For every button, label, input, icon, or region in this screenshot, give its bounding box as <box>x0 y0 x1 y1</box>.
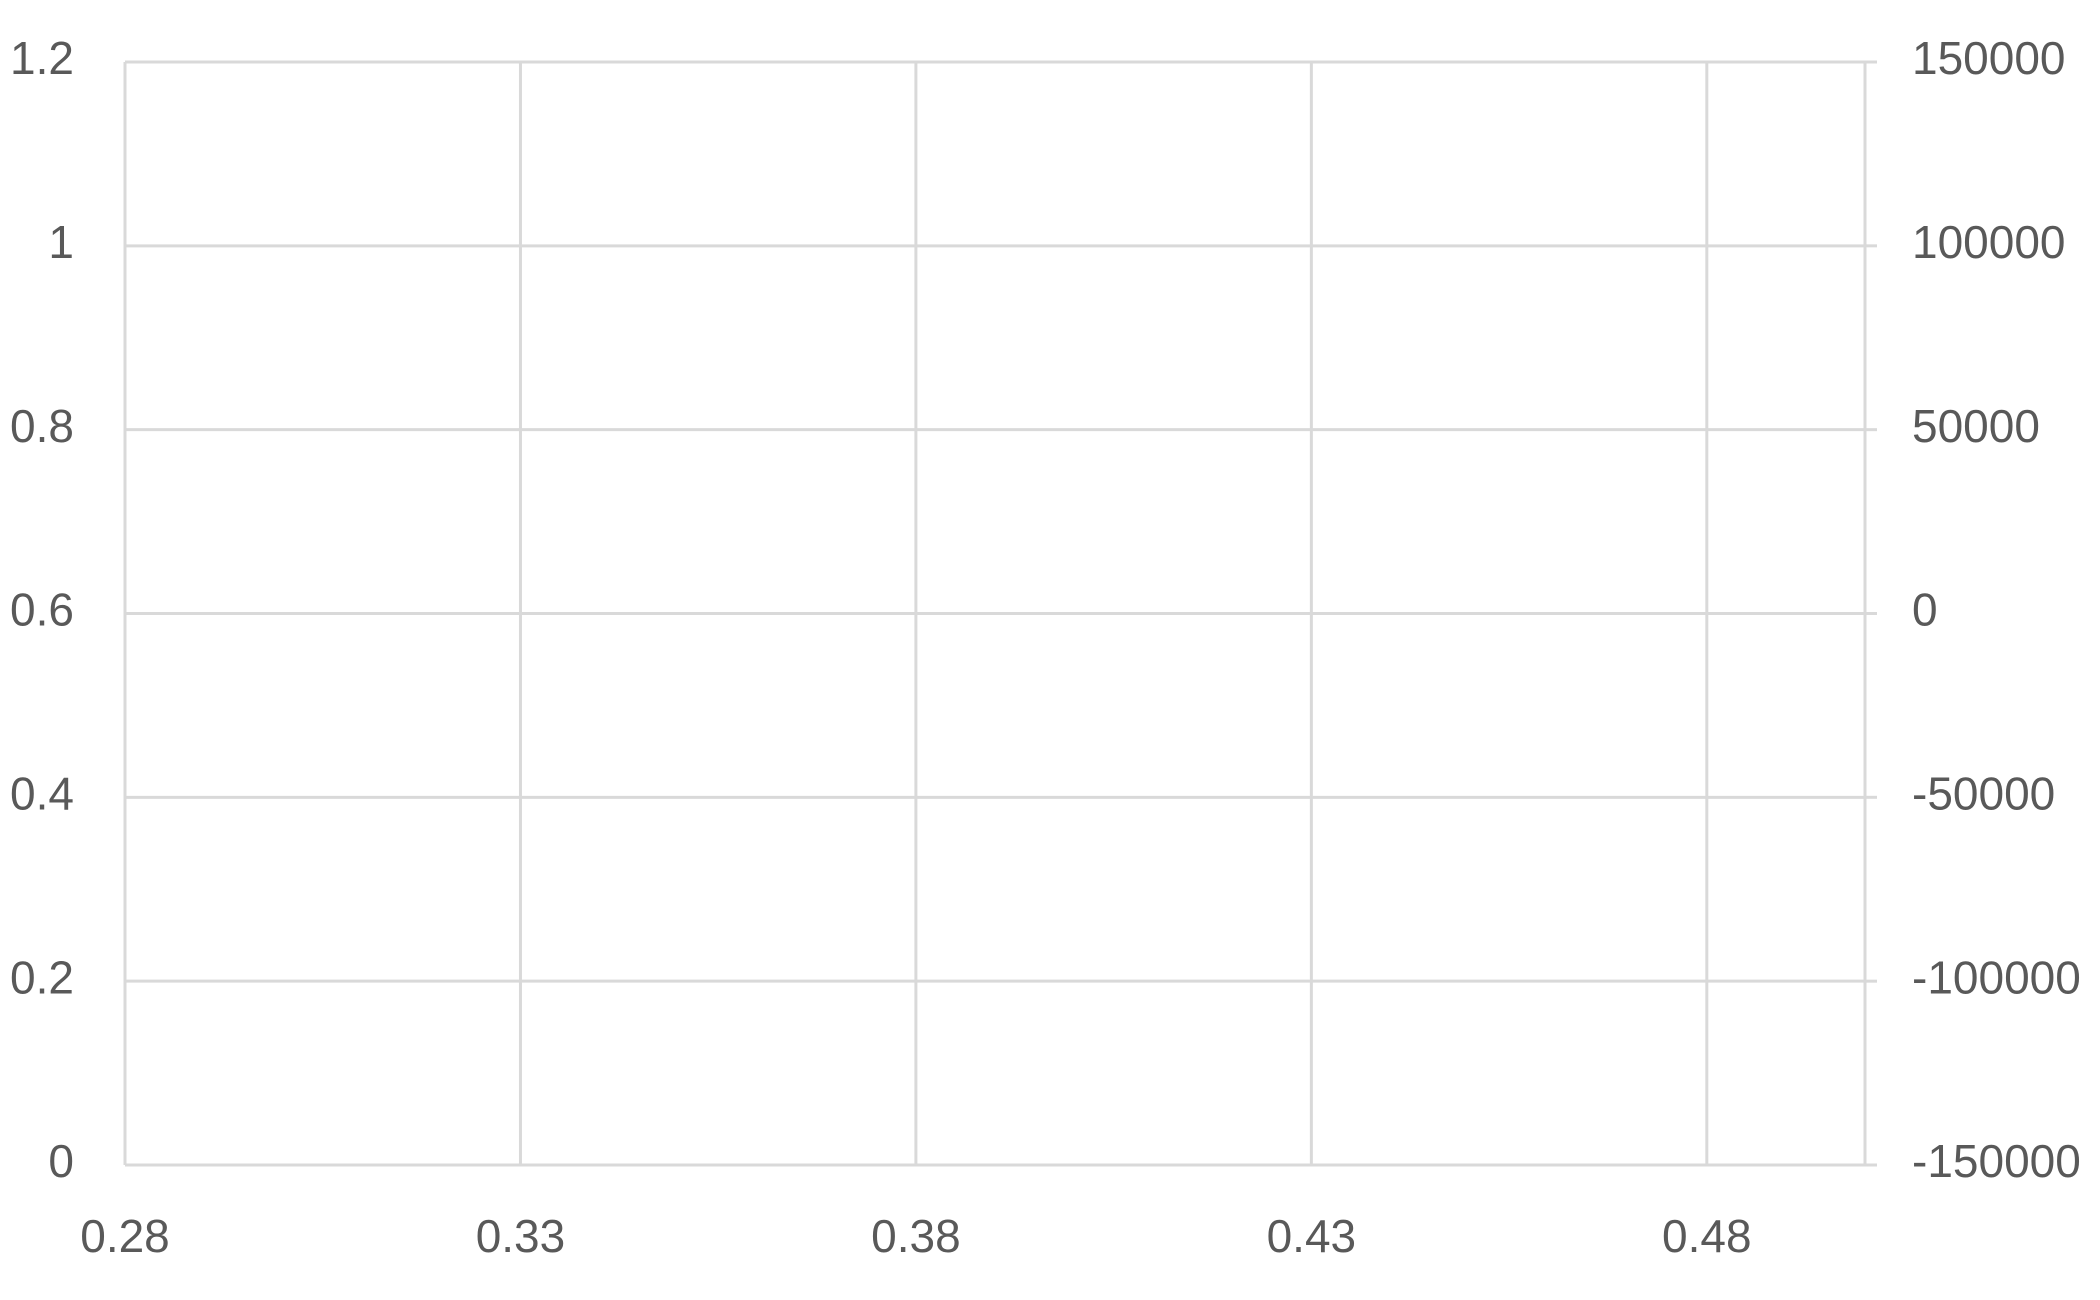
x-tick-label: 0.28 <box>80 1210 170 1262</box>
y2-tick-label: 50000 <box>1912 400 2040 452</box>
y2-tick-label: -150000 <box>1912 1135 2081 1187</box>
y-tick-label: 0.8 <box>10 400 74 452</box>
y2-tick-label: 0 <box>1912 584 1938 636</box>
y-tick-label: 1.2 <box>10 32 74 84</box>
y-tick-label: 0.2 <box>10 951 74 1003</box>
x-tick-label: 0.33 <box>476 1210 566 1262</box>
y-tick-label: 1 <box>48 216 74 268</box>
x-tick-label: 0.48 <box>1662 1210 1752 1262</box>
y2-tick-label: -100000 <box>1912 951 2081 1003</box>
x-tick-label: 0.38 <box>871 1210 961 1262</box>
y-tick-label: 0 <box>48 1135 74 1187</box>
y-tick-label: 0.4 <box>10 767 74 819</box>
y-tick-label: 0.6 <box>10 584 74 636</box>
y2-tick-label: 100000 <box>1912 216 2066 268</box>
y2-tick-label: -50000 <box>1912 767 2055 819</box>
y2-tick-label: 150000 <box>1912 32 2066 84</box>
x-tick-label: 0.43 <box>1267 1210 1357 1262</box>
